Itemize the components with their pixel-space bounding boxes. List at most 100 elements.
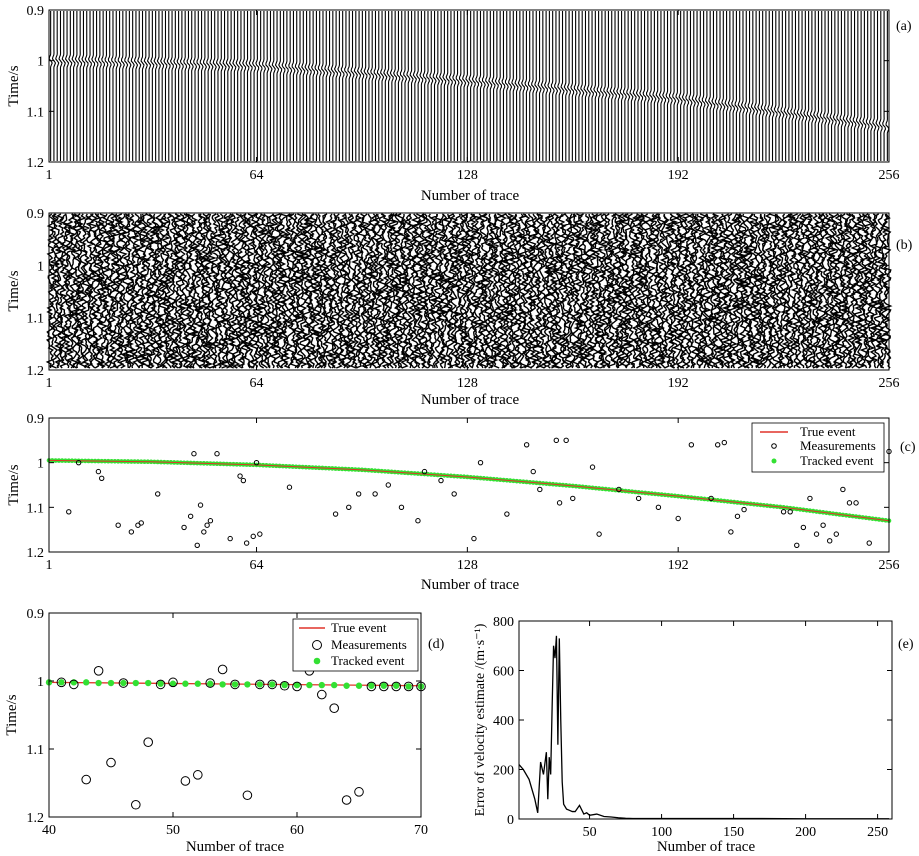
trace-wiggle	[517, 11, 522, 161]
trace-wiggle	[340, 213, 352, 369]
panel-d-ylabel: Time/s	[4, 694, 20, 735]
trace-wiggle	[580, 213, 591, 369]
trace-wiggle	[156, 11, 161, 161]
panel-c-legend-tracked: Tracked event	[800, 453, 874, 468]
tracked-point	[182, 680, 189, 687]
trace-wiggle	[632, 11, 637, 161]
trace-wiggle	[639, 11, 644, 161]
trace-wiggle	[779, 213, 791, 369]
trace-wiggle	[675, 11, 680, 161]
panel-d-xticks: 40 50 60 70	[42, 613, 428, 838]
trace-wiggle	[272, 213, 283, 369]
measurement-point	[655, 504, 662, 511]
trace-wiggle	[415, 11, 421, 161]
trace-wiggle	[130, 11, 135, 161]
trace-wiggle	[655, 11, 660, 161]
error-line	[518, 635, 890, 820]
trace-wiggle	[62, 213, 73, 369]
trace-wiggle	[288, 11, 293, 161]
measurement-point	[143, 737, 153, 748]
trace-wiggle	[380, 213, 391, 369]
trace-wiggle	[806, 11, 811, 161]
measurement-point	[780, 509, 787, 515]
trace-wiggle	[573, 213, 585, 369]
y-tick-label: 1.1	[27, 105, 45, 120]
panel-e-label: (e)	[898, 637, 914, 652]
panel-d-legend-tracked-swatch	[313, 657, 321, 665]
x-tick-label: 64	[250, 376, 264, 391]
trace-wiggle	[399, 11, 404, 161]
panel-a-xlabel: Number of trace	[421, 188, 520, 204]
measurement-point	[230, 679, 240, 690]
trace-wiggle	[68, 11, 73, 161]
measurement-point	[168, 677, 178, 688]
y-tick-label: 0	[507, 813, 514, 828]
tracked-point	[380, 682, 387, 689]
trace-wiggle	[678, 11, 683, 161]
trace-wiggle	[793, 11, 798, 161]
tracked-point	[331, 681, 338, 689]
trace-wiggle	[872, 11, 877, 161]
trace-wiggle	[478, 11, 483, 161]
trace-wiggle	[635, 11, 640, 161]
trace-wiggle	[832, 11, 837, 161]
panel-c-legend-box	[751, 422, 885, 473]
measurement-point	[180, 776, 191, 786]
trace-wiggle	[855, 213, 867, 369]
panel-b: 0.911.11.2 1 64 128 192 256 Number of trace …	[6, 207, 913, 408]
trace-wiggle	[376, 11, 381, 161]
trace-wiggle	[327, 11, 332, 161]
measurement-point	[866, 540, 872, 546]
trace-wiggle	[193, 11, 198, 161]
measurement-point	[530, 468, 536, 475]
trace-wiggle	[750, 11, 755, 161]
trace-wiggle	[127, 213, 138, 369]
trace-wiggle	[87, 11, 92, 161]
trace-wiggle	[330, 11, 335, 161]
trace-wiggle	[101, 11, 106, 161]
panel-c-ylabel: Time/s	[6, 464, 22, 505]
trace-wiggle	[557, 11, 562, 161]
trace-wiggle	[311, 11, 316, 161]
trace-wiggle	[534, 11, 539, 161]
trace-wiggle	[692, 213, 702, 369]
trace-wiggle	[173, 213, 184, 369]
trace-wiggle	[370, 11, 375, 161]
x-tick-label: 256	[879, 376, 900, 391]
trace-wiggle	[688, 11, 693, 161]
measurement-point	[570, 495, 576, 502]
measurement-point	[346, 504, 352, 511]
measurement-point	[205, 678, 215, 688]
trace-wiggle	[51, 11, 57, 161]
trace-wiggle	[665, 213, 676, 369]
trace-wiggle	[445, 11, 450, 161]
trace-wiggle	[354, 213, 364, 369]
measurement-point	[194, 542, 200, 548]
trace-wiggle	[186, 11, 191, 161]
trace-wiggle	[514, 11, 519, 161]
x-tick-label: 256	[879, 168, 900, 183]
trace-wiggle	[606, 11, 611, 161]
y-tick-label: 600	[493, 665, 514, 680]
measurement-point	[537, 486, 543, 493]
measurement-point	[106, 757, 116, 768]
trace-wiggle	[600, 11, 604, 161]
trace-wiggle	[583, 213, 594, 369]
measurement-point	[155, 491, 161, 497]
trace-wiggle	[521, 11, 525, 161]
trace-wiggle	[885, 11, 890, 161]
measurement-point	[75, 459, 82, 466]
trace-wiggle	[91, 213, 102, 369]
trace-wiggle	[429, 213, 440, 369]
trace-wiggle	[714, 11, 719, 161]
measurement-point	[451, 491, 457, 497]
tracked-point	[244, 681, 251, 688]
trace-wiggle	[176, 11, 181, 161]
measurement-point	[787, 509, 793, 515]
measurement-point	[237, 473, 243, 479]
trace-wiggle	[48, 11, 53, 161]
trace-wiggle	[672, 11, 677, 161]
true-event-line	[48, 459, 890, 522]
trace-wiggle	[209, 11, 214, 161]
